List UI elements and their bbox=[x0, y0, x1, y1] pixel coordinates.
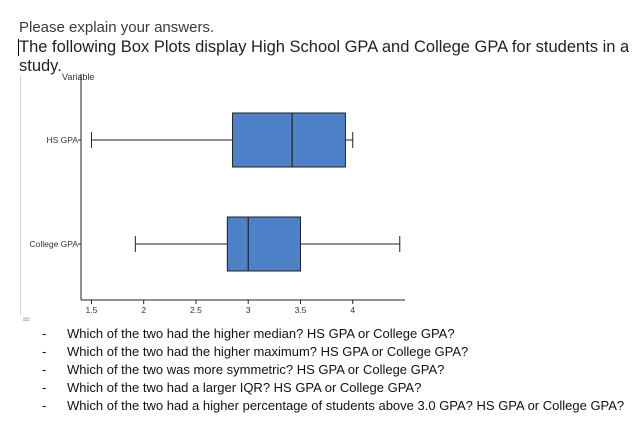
question-text: Which of the two had the higher median? … bbox=[67, 326, 455, 341]
question-text: Which of the two had a higher percentage… bbox=[67, 398, 625, 413]
page-margin-line bbox=[20, 75, 21, 315]
box-plot-chart: Variable HS GPA College GPA 1.5 2 2.5 3 3.5 4 bbox=[29, 72, 405, 315]
list-item: - Which of the two was more symmetric? HS… bbox=[40, 361, 624, 379]
list-item: - Which of the two had the higher median?… bbox=[40, 325, 624, 343]
bullet-dash: - bbox=[42, 362, 47, 377]
prompt-text: The following Box Plots display High Sch… bbox=[19, 38, 630, 75]
bullet-dash: - bbox=[42, 344, 47, 359]
question-text: Which of the two was more symmetric? HS … bbox=[67, 362, 445, 377]
text-cursor bbox=[18, 39, 19, 56]
x-tick-label: 2 bbox=[141, 305, 146, 315]
box-plot-hs-gpa bbox=[90, 112, 354, 168]
x-tick-label: 3 bbox=[246, 305, 251, 315]
y-axis-title: Variable bbox=[62, 72, 94, 82]
box-plot-college-gpa bbox=[134, 216, 401, 272]
x-tick-label: 4 bbox=[350, 305, 355, 315]
iqr-box bbox=[226, 216, 301, 272]
list-item: - Which of the two had the higher maximum… bbox=[40, 343, 624, 361]
bullet-dash: - bbox=[42, 380, 47, 395]
list-item: - Which of the two had a larger IQR? HS G… bbox=[40, 379, 624, 397]
y-tick-label: HS GPA bbox=[47, 135, 79, 145]
x-tick-label: 2.5 bbox=[190, 305, 202, 315]
question-text: Which of the two had a larger IQR? HS GP… bbox=[67, 380, 422, 395]
y-tick-label: College GPA bbox=[29, 239, 78, 249]
question-text: Which of the two had the higher maximum?… bbox=[67, 344, 469, 359]
intro-text: Please explain your answers. bbox=[19, 19, 215, 36]
question-list: - Which of the two had the higher median?… bbox=[40, 325, 624, 415]
x-tick-label: 3.5 bbox=[295, 305, 307, 315]
list-item: - Which of the two had a higher percentag… bbox=[40, 397, 624, 415]
bullet-dash: - bbox=[42, 398, 47, 413]
bullet-dash: - bbox=[42, 326, 47, 341]
x-tick-label: 1.5 bbox=[86, 305, 98, 315]
iqr-box bbox=[232, 112, 346, 168]
equals-marker: = bbox=[22, 314, 31, 325]
